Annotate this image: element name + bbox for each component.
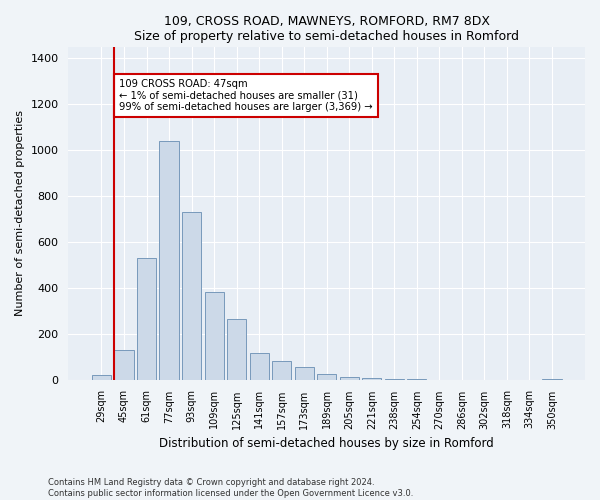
Bar <box>160 141 179 380</box>
Bar <box>362 378 382 380</box>
Bar <box>227 319 246 380</box>
Bar <box>272 361 291 380</box>
Bar <box>295 367 314 380</box>
Y-axis label: Number of semi-detached properties: Number of semi-detached properties <box>15 110 25 316</box>
Bar <box>205 292 224 380</box>
Bar <box>137 258 156 380</box>
Bar <box>317 374 336 380</box>
Bar <box>340 377 359 380</box>
Bar <box>115 350 134 380</box>
X-axis label: Distribution of semi-detached houses by size in Romford: Distribution of semi-detached houses by … <box>160 437 494 450</box>
Bar <box>542 379 562 380</box>
Text: 109 CROSS ROAD: 47sqm
← 1% of semi-detached houses are smaller (31)
99% of semi-: 109 CROSS ROAD: 47sqm ← 1% of semi-detac… <box>119 79 373 112</box>
Bar <box>250 353 269 380</box>
Title: 109, CROSS ROAD, MAWNEYS, ROMFORD, RM7 8DX
Size of property relative to semi-det: 109, CROSS ROAD, MAWNEYS, ROMFORD, RM7 8… <box>134 15 519 43</box>
Bar <box>182 212 201 380</box>
Bar <box>92 375 111 380</box>
Text: Contains HM Land Registry data © Crown copyright and database right 2024.
Contai: Contains HM Land Registry data © Crown c… <box>48 478 413 498</box>
